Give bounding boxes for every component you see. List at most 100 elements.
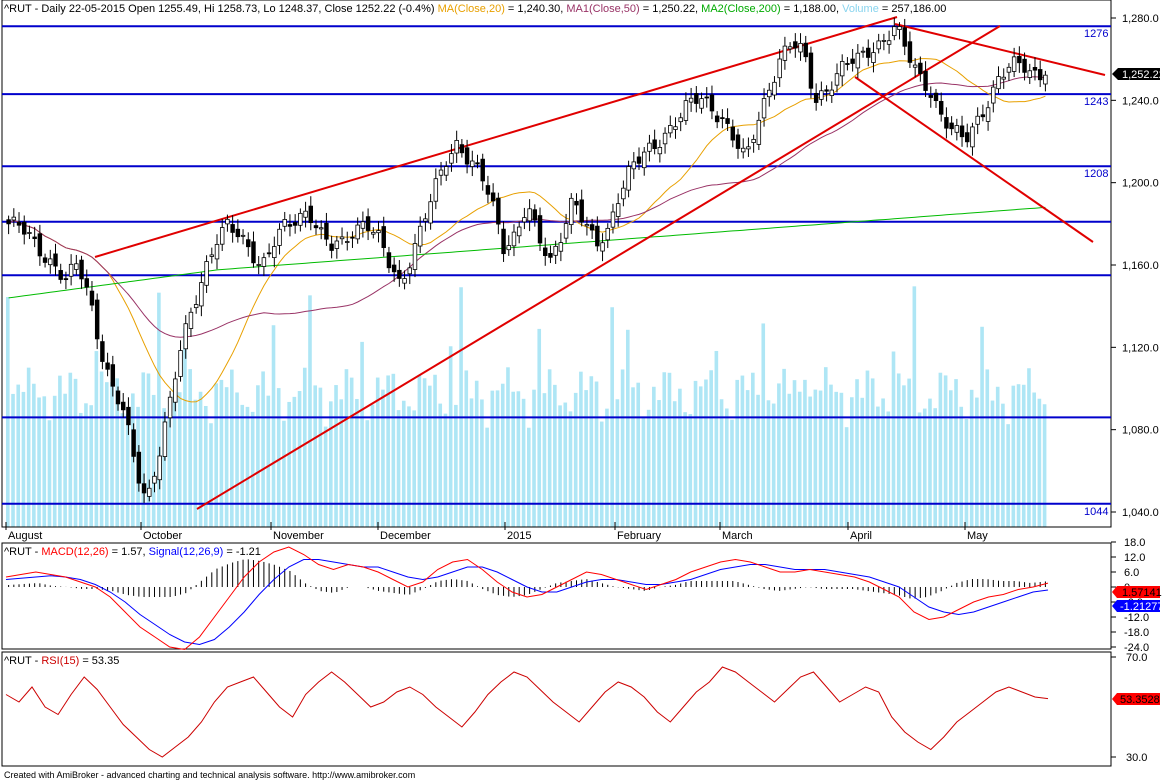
rsi-line bbox=[5, 666, 1049, 758]
candle-down bbox=[126, 406, 131, 426]
candle-up bbox=[449, 153, 454, 164]
volume-bar bbox=[636, 382, 641, 527]
candle-up bbox=[204, 261, 209, 286]
volume-bar bbox=[943, 375, 948, 527]
candle-up bbox=[834, 73, 840, 86]
candle-up bbox=[282, 219, 287, 227]
candle-down bbox=[121, 401, 126, 411]
candle-down bbox=[735, 134, 741, 149]
macd-pane-frame bbox=[1, 542, 1112, 650]
volume-bar bbox=[104, 382, 109, 527]
candle-down bbox=[923, 70, 928, 91]
candle-down bbox=[944, 117, 949, 129]
candle-down bbox=[53, 253, 58, 267]
candle-up bbox=[991, 86, 996, 104]
candle-up bbox=[782, 45, 788, 61]
volume-bar bbox=[870, 378, 875, 527]
candle-down bbox=[386, 252, 392, 269]
volume-bar bbox=[964, 419, 969, 527]
candle-down bbox=[100, 341, 105, 362]
candle-up bbox=[11, 216, 17, 221]
volume-bar bbox=[573, 392, 578, 527]
volume-bar bbox=[89, 405, 93, 527]
volume-bar bbox=[167, 417, 172, 527]
volume-bar bbox=[709, 370, 713, 527]
candle-up bbox=[787, 46, 793, 50]
candle-up bbox=[371, 231, 376, 235]
candle-down bbox=[308, 205, 314, 224]
candle-down bbox=[381, 226, 386, 249]
candle-down bbox=[938, 100, 944, 115]
candle-down bbox=[350, 236, 355, 239]
candle-down bbox=[246, 239, 251, 248]
volume-bar bbox=[771, 403, 776, 527]
candle-up bbox=[610, 211, 616, 228]
signal-badge: -1.21277 bbox=[1112, 600, 1163, 613]
candle-up bbox=[657, 147, 663, 155]
candle-up bbox=[740, 147, 746, 153]
candle-down bbox=[1017, 55, 1022, 64]
volume-bar bbox=[16, 384, 21, 527]
candle-down bbox=[84, 278, 89, 288]
candle-up bbox=[219, 227, 225, 245]
candle-up bbox=[772, 81, 777, 96]
volume-bar bbox=[131, 393, 135, 527]
candle-down bbox=[496, 197, 501, 225]
volume-bar bbox=[391, 373, 396, 527]
candle-up bbox=[272, 246, 277, 259]
candle-up bbox=[553, 245, 558, 256]
volume-bar bbox=[672, 401, 677, 527]
volume-bar bbox=[751, 372, 755, 527]
candle-down bbox=[115, 390, 121, 405]
candle-down bbox=[652, 139, 657, 150]
volume-bar bbox=[615, 399, 620, 527]
volume-bar bbox=[84, 403, 88, 527]
candle-up bbox=[157, 455, 162, 481]
volume-bar bbox=[605, 408, 609, 527]
volume-bar bbox=[756, 394, 760, 527]
candle-up bbox=[428, 201, 433, 224]
candle-up bbox=[402, 278, 407, 284]
candle-down bbox=[16, 221, 22, 226]
volume-bar bbox=[1027, 368, 1031, 527]
candle-down bbox=[532, 209, 538, 221]
volume-bar bbox=[563, 402, 568, 527]
month-label: August bbox=[8, 530, 42, 542]
volume-bar bbox=[120, 413, 125, 527]
candle-up bbox=[829, 89, 835, 96]
volume-bar bbox=[1006, 424, 1010, 527]
volume-bar bbox=[506, 367, 510, 527]
candle-up bbox=[506, 245, 511, 251]
candlesticks bbox=[6, 17, 1048, 503]
candle-down bbox=[845, 63, 850, 65]
candle-down bbox=[1037, 69, 1043, 81]
candle-up bbox=[871, 52, 876, 63]
candle-up bbox=[615, 203, 621, 217]
volume-bar bbox=[959, 406, 964, 527]
volume-bar bbox=[375, 377, 380, 527]
volume-bar bbox=[719, 399, 724, 527]
candle-down bbox=[141, 483, 147, 494]
volume-bar bbox=[360, 341, 364, 527]
volume-bar bbox=[990, 400, 995, 527]
volume-bar bbox=[412, 410, 416, 527]
volume-bar bbox=[500, 383, 505, 527]
candle-down bbox=[928, 95, 933, 98]
macd-tick-label: 12.0 bbox=[1124, 552, 1145, 564]
candle-up bbox=[600, 242, 605, 252]
header-summary: - Daily 22-05-2015 Open 1255.49, Hi 1258… bbox=[32, 3, 438, 15]
volume-bar bbox=[860, 397, 865, 527]
candle-up bbox=[819, 90, 824, 100]
volume-bar bbox=[652, 386, 656, 527]
volume-bar bbox=[735, 379, 740, 527]
volume-bar bbox=[704, 379, 708, 527]
volume-bar bbox=[339, 399, 344, 527]
rsi-pane: 70.0 30.0 53.3528 ^RUT - RSI(15) = 53.35 bbox=[1, 651, 1160, 767]
volume-bar bbox=[308, 295, 312, 527]
candle-up bbox=[522, 217, 527, 223]
volume-bar bbox=[1032, 392, 1036, 527]
candle-down bbox=[595, 225, 600, 247]
candle-down bbox=[579, 199, 584, 223]
candle-down bbox=[543, 247, 548, 257]
volume-bar bbox=[94, 351, 99, 527]
